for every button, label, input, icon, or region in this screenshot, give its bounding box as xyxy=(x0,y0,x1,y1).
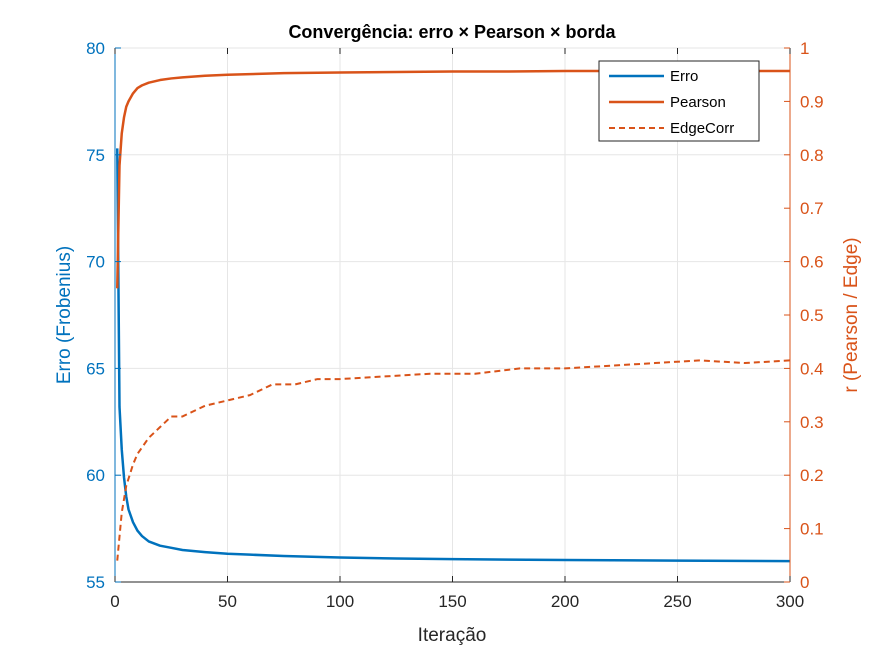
legend-label-edgecorr: EdgeCorr xyxy=(670,120,734,137)
y-right-tick-label-10: 1 xyxy=(800,39,809,58)
y-left-tick-label-0: 55 xyxy=(86,573,105,592)
x-tick-label-6: 300 xyxy=(776,592,804,611)
y-axis-right-label: r (Pearson / Edge) xyxy=(841,237,862,392)
legend-label-pearson: Pearson xyxy=(670,94,726,111)
x-axis-label: Iteração xyxy=(418,625,487,646)
x-tick-label-5: 250 xyxy=(663,592,691,611)
y-left-tick-label-1: 60 xyxy=(86,466,105,485)
legend-label-erro: Erro xyxy=(670,68,698,85)
y-right-tick-label-1: 0.1 xyxy=(800,520,824,539)
y-right-tick-label-9: 0.9 xyxy=(800,92,824,111)
y-right-tick-label-3: 0.3 xyxy=(800,413,824,432)
series-line-edgecorr xyxy=(116,359,791,561)
legend: Erro Pearson EdgeCorr xyxy=(598,60,760,142)
y-right-tick-label-0: 0 xyxy=(800,573,809,592)
y-right-tick-label-7: 0.7 xyxy=(800,199,824,218)
x-tick-label-3: 150 xyxy=(438,592,466,611)
y-right-tick-label-2: 0.2 xyxy=(800,466,824,485)
x-tick-label-0: 0 xyxy=(110,592,119,611)
axes: 0 50 100 150 200 250 300 55 60 65 70 75 80 0 0.1 0.2 0.3… xyxy=(86,39,824,611)
series-line-pearson xyxy=(116,69,790,289)
y-right-tick-label-6: 0.6 xyxy=(800,253,824,272)
y-axis-left-label: Erro (Frobenius) xyxy=(54,246,75,384)
series-line-erro xyxy=(116,148,791,563)
series-layer xyxy=(116,69,791,563)
x-tick-label-2: 100 xyxy=(326,592,354,611)
chart-title: Convergência: erro × Pearson × borda xyxy=(288,22,616,42)
x-tick-label-4: 200 xyxy=(551,592,579,611)
y-left-tick-label-2: 65 xyxy=(86,359,105,378)
y-left-tick-label-5: 80 xyxy=(86,39,105,58)
y-right-tick-label-5: 0.5 xyxy=(800,306,824,325)
y-right-tick-label-4: 0.4 xyxy=(800,359,824,378)
y-left-tick-label-4: 75 xyxy=(86,146,105,165)
y-right-tick-label-8: 0.8 xyxy=(800,146,824,165)
y-left-tick-label-3: 70 xyxy=(86,253,105,272)
x-tick-label-1: 50 xyxy=(218,592,237,611)
